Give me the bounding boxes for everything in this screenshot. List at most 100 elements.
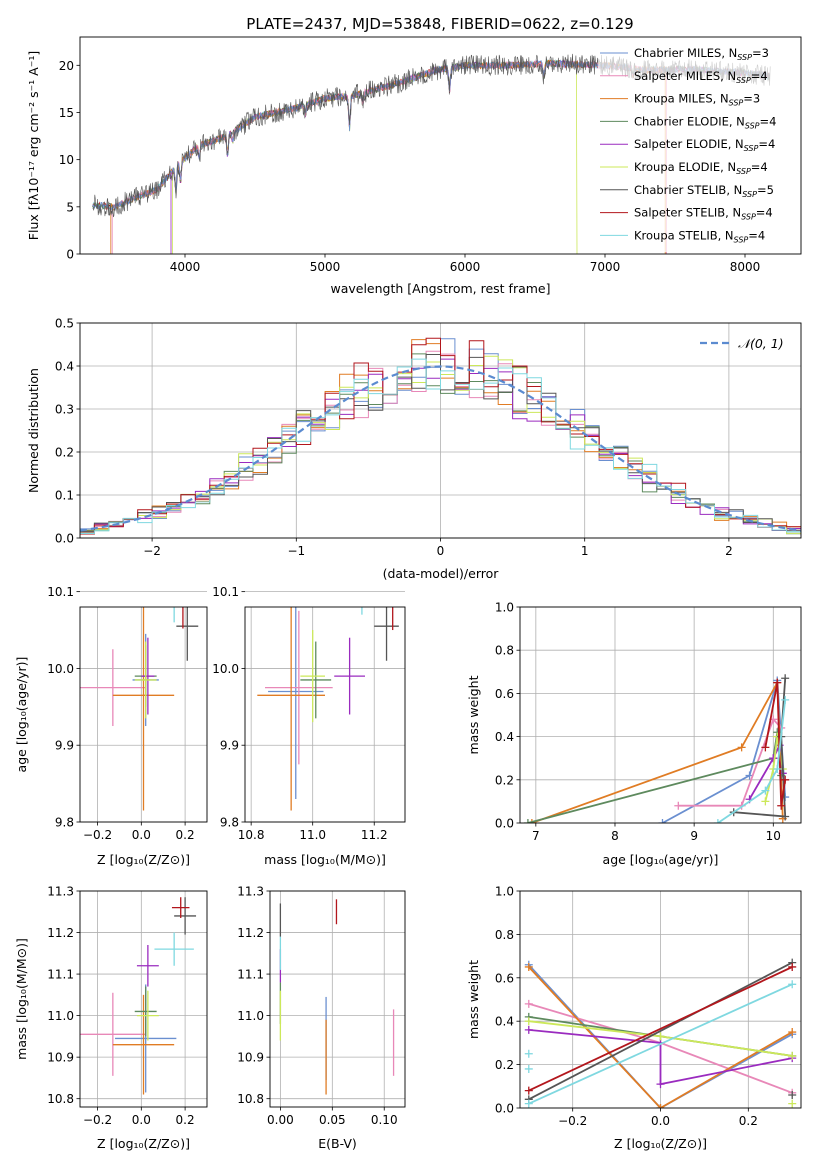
x-axis-label: age [log₁₀(age/yr)] <box>603 852 719 867</box>
x-tick-label: −0.2 <box>83 1113 112 1127</box>
weight-marker <box>524 1049 533 1058</box>
legend-text: Chabrier ELODIE, N <box>634 114 745 128</box>
y-tick-label: 1.0 <box>495 885 514 899</box>
legend-count: =4 <box>760 114 777 128</box>
weight-line <box>528 966 793 1108</box>
weight-marker <box>788 980 797 989</box>
y-tick-label: 10.8 <box>237 1092 264 1106</box>
legend-subscript: SSP <box>741 213 756 222</box>
x-tick-label: 0.0 <box>132 828 151 842</box>
y-tick-label: 9.8 <box>220 816 239 830</box>
weight-marker <box>761 786 770 795</box>
y-tick-label: 0.6 <box>495 687 514 701</box>
legend-count: =5 <box>757 183 774 197</box>
y-tick-label: 10.8 <box>47 1092 74 1106</box>
legend-label: Kroupa MILES, NSSP=3 <box>634 92 760 108</box>
age_vs_mass-frame <box>244 606 406 823</box>
legend-count: =4 <box>756 206 773 220</box>
weight-marker <box>524 1017 533 1026</box>
x-tick-label: 8000 <box>730 260 761 274</box>
weight-marker <box>737 743 746 752</box>
weight-line <box>528 961 793 1101</box>
y-tick-label: 0.5 <box>55 317 74 331</box>
y-tick-label: 0.3 <box>55 403 74 417</box>
x-axis-label: E(B-V) <box>318 1136 357 1151</box>
legend-subscript: SSP <box>736 167 751 176</box>
weight-marker <box>524 1025 533 1034</box>
weight-marker <box>523 819 532 823</box>
weight-line <box>528 1029 793 1086</box>
x-tick-label: 8 <box>611 829 619 843</box>
weight-marker <box>761 797 770 806</box>
weight-marker <box>788 962 797 971</box>
x-axis-label: wavelength [Angstrom, rest frame] <box>330 281 550 296</box>
x-tick-label: 0.00 <box>267 1113 294 1127</box>
y-tick-label: 10.1 <box>212 585 239 599</box>
legend-label: Kroupa STELIB, NSSP=4 <box>634 228 765 244</box>
weight-marker <box>524 999 533 1008</box>
weight-marker <box>524 1064 533 1073</box>
legend-label: Salpeter ELODIE, NSSP=4 <box>634 137 775 153</box>
weight_vs_age-axes: 7 8 9 10 0.0 0.2 0.4 0.6 0.8 1.0 age [log₁₀(age/yr… <box>466 601 802 867</box>
x-axis-label: Z [log₁₀(Z/Z⊙)] <box>97 852 190 867</box>
legend-text: Salpeter STELIB, N <box>634 206 741 220</box>
legend-count: =4 <box>751 160 768 174</box>
y-tick-label: 0.0 <box>495 817 514 831</box>
weight-marker <box>773 765 782 773</box>
histograms <box>80 337 801 537</box>
y-tick-label: 0.2 <box>495 773 514 787</box>
weight-line <box>717 699 787 823</box>
y-tick-label: 0.0 <box>55 532 74 546</box>
legend-count: =4 <box>758 137 775 151</box>
x-tick-label: 4000 <box>170 260 201 274</box>
weight-marker <box>788 1099 797 1108</box>
legend-text: Chabrier MILES, N <box>634 46 737 60</box>
normal-reference-curve <box>80 365 801 532</box>
x-tick-label: −2 <box>143 544 161 558</box>
x-tick-label: −0.2 <box>83 828 112 842</box>
y-tick-label: 9.9 <box>55 739 74 753</box>
x-tick-label: 0.10 <box>371 1113 398 1127</box>
weight-line <box>528 966 793 1092</box>
residuals-axes: −2 −1 0 1 2 0.0 0.1 0.2 0.3 0.4 0.5 (data-model)/er… <box>26 317 802 581</box>
x-tick-label: 10 <box>766 829 781 843</box>
weight_vs_age-frame <box>519 606 802 824</box>
y-tick-label: 11.2 <box>47 926 74 940</box>
spectrum-frame <box>79 36 802 255</box>
y-tick-label: 10.1 <box>47 585 74 599</box>
legend-count: =3 <box>752 46 769 60</box>
y-tick-label: 0.4 <box>55 360 74 374</box>
legend-subscript: SSP <box>744 144 759 153</box>
x-tick-label: 2 <box>725 544 733 558</box>
y-tick-label: 1.0 <box>495 601 514 615</box>
weight-marker <box>777 801 786 810</box>
age_vs_Z-frame <box>79 606 208 823</box>
weight-marker <box>524 962 533 971</box>
age_vs_mass-points <box>257 607 399 811</box>
weight_vs_Z-frame <box>519 890 802 1109</box>
mass_vs_Z-points <box>80 897 197 1095</box>
weight-marker <box>524 1086 533 1095</box>
y-tick-label: 10.0 <box>47 662 74 676</box>
y-tick-label: 0.0 <box>495 1102 514 1116</box>
y-tick-label: 0.4 <box>495 1015 514 1029</box>
weight-marker <box>788 1090 797 1099</box>
weight-line <box>531 679 784 823</box>
legend-count: =3 <box>743 92 760 106</box>
weight-line <box>528 983 793 1105</box>
x-tick-label: 6000 <box>450 260 481 274</box>
x-tick-label: 0.2 <box>176 828 195 842</box>
legend-box <box>598 42 796 252</box>
y-tick-label: 9.9 <box>220 739 239 753</box>
x-axis-label: Z [log₁₀(Z/Z⊙)] <box>614 1136 707 1151</box>
residuals-frame <box>79 322 802 539</box>
y-tick-label: 0.2 <box>55 446 74 460</box>
x-tick-label: 0.2 <box>176 1113 195 1127</box>
legend-label: Kroupa ELODIE, NSSP=4 <box>634 160 768 176</box>
y-tick-label: 9.8 <box>55 816 74 830</box>
weight-marker <box>524 1099 533 1108</box>
weight-line <box>528 964 793 1108</box>
y-tick-label: 11.1 <box>237 968 264 982</box>
